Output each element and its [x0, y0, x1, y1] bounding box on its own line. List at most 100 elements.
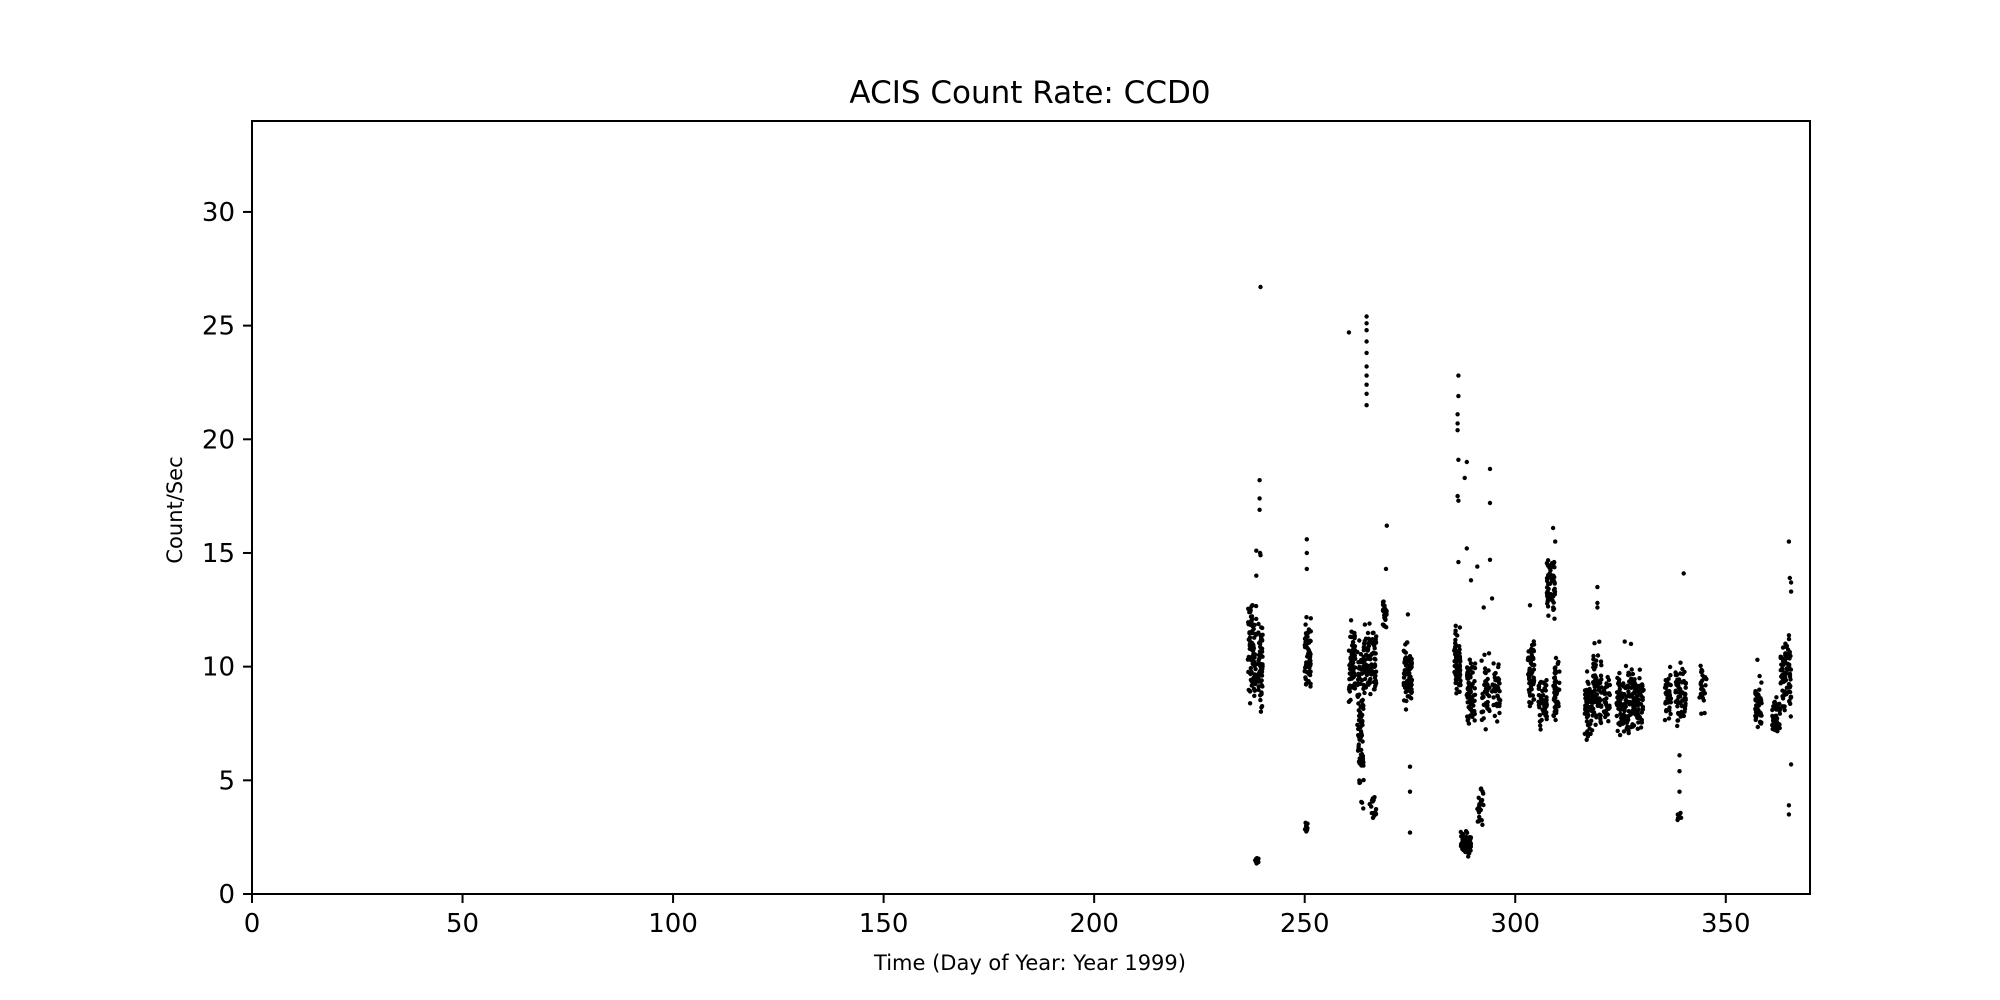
- data-point: [1483, 682, 1488, 688]
- data-point: [1364, 373, 1369, 378]
- data-point: [1784, 643, 1790, 649]
- data-point: [1355, 694, 1361, 699]
- data-point: [1373, 637, 1378, 642]
- data-point: [1531, 642, 1537, 647]
- data-point: [1455, 412, 1460, 417]
- data-point: [1483, 703, 1489, 708]
- data-point: [1493, 670, 1498, 676]
- data-point: [1493, 702, 1498, 707]
- data-point: [1771, 715, 1776, 720]
- data-point: [1363, 652, 1369, 657]
- data-point: [1552, 581, 1557, 586]
- data-point: [1463, 844, 1469, 849]
- data-point: [1259, 633, 1264, 638]
- data-point: [1623, 663, 1629, 669]
- data-point: [1457, 625, 1463, 630]
- data-point: [1527, 603, 1533, 608]
- data-point: [1606, 719, 1611, 724]
- data-point: [1454, 660, 1459, 665]
- data-point: [1361, 777, 1366, 783]
- data-point: [1782, 679, 1787, 684]
- data-point: [1456, 681, 1461, 687]
- data-point: [1403, 655, 1409, 660]
- data-point: [1595, 703, 1600, 708]
- data-point: [1550, 593, 1555, 598]
- data-point: [1526, 649, 1531, 654]
- data-point: [1754, 714, 1759, 719]
- data-point: [1552, 589, 1558, 594]
- data-point: [1683, 680, 1689, 686]
- data-point: [1381, 599, 1386, 604]
- data-point: [1364, 314, 1369, 319]
- data-point: [1625, 724, 1630, 729]
- data-point: [1470, 681, 1475, 687]
- data-point: [1475, 819, 1481, 824]
- data-point: [1597, 698, 1603, 703]
- data-point: [1303, 682, 1309, 687]
- data-point: [1254, 616, 1259, 622]
- data-point: [1603, 714, 1608, 720]
- data-point: [1384, 608, 1389, 614]
- data-point: [1788, 762, 1794, 767]
- data-point: [1491, 683, 1497, 688]
- data-point: [1382, 615, 1387, 620]
- data-point: [1251, 647, 1256, 653]
- data-point: [1585, 679, 1590, 684]
- data-point: [1620, 695, 1625, 700]
- data-point: [1626, 730, 1631, 736]
- data-point: [1458, 829, 1464, 835]
- y-tick-label: 30: [202, 198, 235, 228]
- data-point: [1683, 685, 1688, 690]
- data-point: [1553, 680, 1558, 685]
- data-point: [1637, 676, 1642, 681]
- data-point: [1452, 663, 1457, 669]
- data-point: [1633, 695, 1639, 700]
- data-point: [1256, 687, 1261, 692]
- data-point: [1774, 695, 1779, 700]
- data-point: [1470, 664, 1475, 670]
- data-point: [1542, 686, 1547, 691]
- data-point: [1624, 720, 1629, 725]
- data-point: [1463, 829, 1469, 834]
- data-point: [1497, 681, 1502, 686]
- data-point: [1607, 682, 1613, 688]
- data-point: [1256, 684, 1261, 689]
- data-point: [1495, 693, 1500, 698]
- data-point: [1617, 732, 1623, 738]
- data-point: [1678, 660, 1683, 665]
- data-point: [1786, 803, 1792, 808]
- data-point: [1774, 707, 1779, 712]
- x-tick-label: 50: [446, 909, 479, 939]
- data-point: [1629, 676, 1634, 681]
- data-point: [1408, 674, 1413, 679]
- data-point: [1372, 813, 1377, 818]
- data-point: [1552, 705, 1558, 710]
- data-point: [1247, 689, 1253, 694]
- data-point: [1357, 780, 1363, 785]
- data-point: [1675, 718, 1680, 723]
- data-point: [1453, 637, 1458, 643]
- x-tick-label: 150: [859, 909, 909, 939]
- data-point: [1753, 689, 1758, 694]
- data-point: [1456, 393, 1461, 399]
- data-point: [1260, 666, 1265, 671]
- data-point: [1550, 525, 1556, 531]
- data-point: [1361, 648, 1367, 653]
- data-point: [1541, 693, 1546, 698]
- data-point: [1680, 666, 1685, 672]
- data-point: [1252, 678, 1257, 684]
- data-point: [1536, 684, 1542, 689]
- data-point: [1248, 666, 1254, 671]
- data-point: [1486, 707, 1492, 712]
- data-point: [1531, 697, 1537, 702]
- data-point: [1491, 688, 1496, 693]
- data-point: [1350, 656, 1356, 661]
- data-point: [1780, 645, 1786, 650]
- data-point: [1302, 636, 1308, 641]
- data-point: [1553, 717, 1558, 723]
- data-point: [1755, 657, 1760, 662]
- data-point: [1358, 652, 1364, 657]
- data-point: [1480, 822, 1485, 827]
- data-point: [1623, 716, 1628, 722]
- data-point: [1496, 677, 1502, 682]
